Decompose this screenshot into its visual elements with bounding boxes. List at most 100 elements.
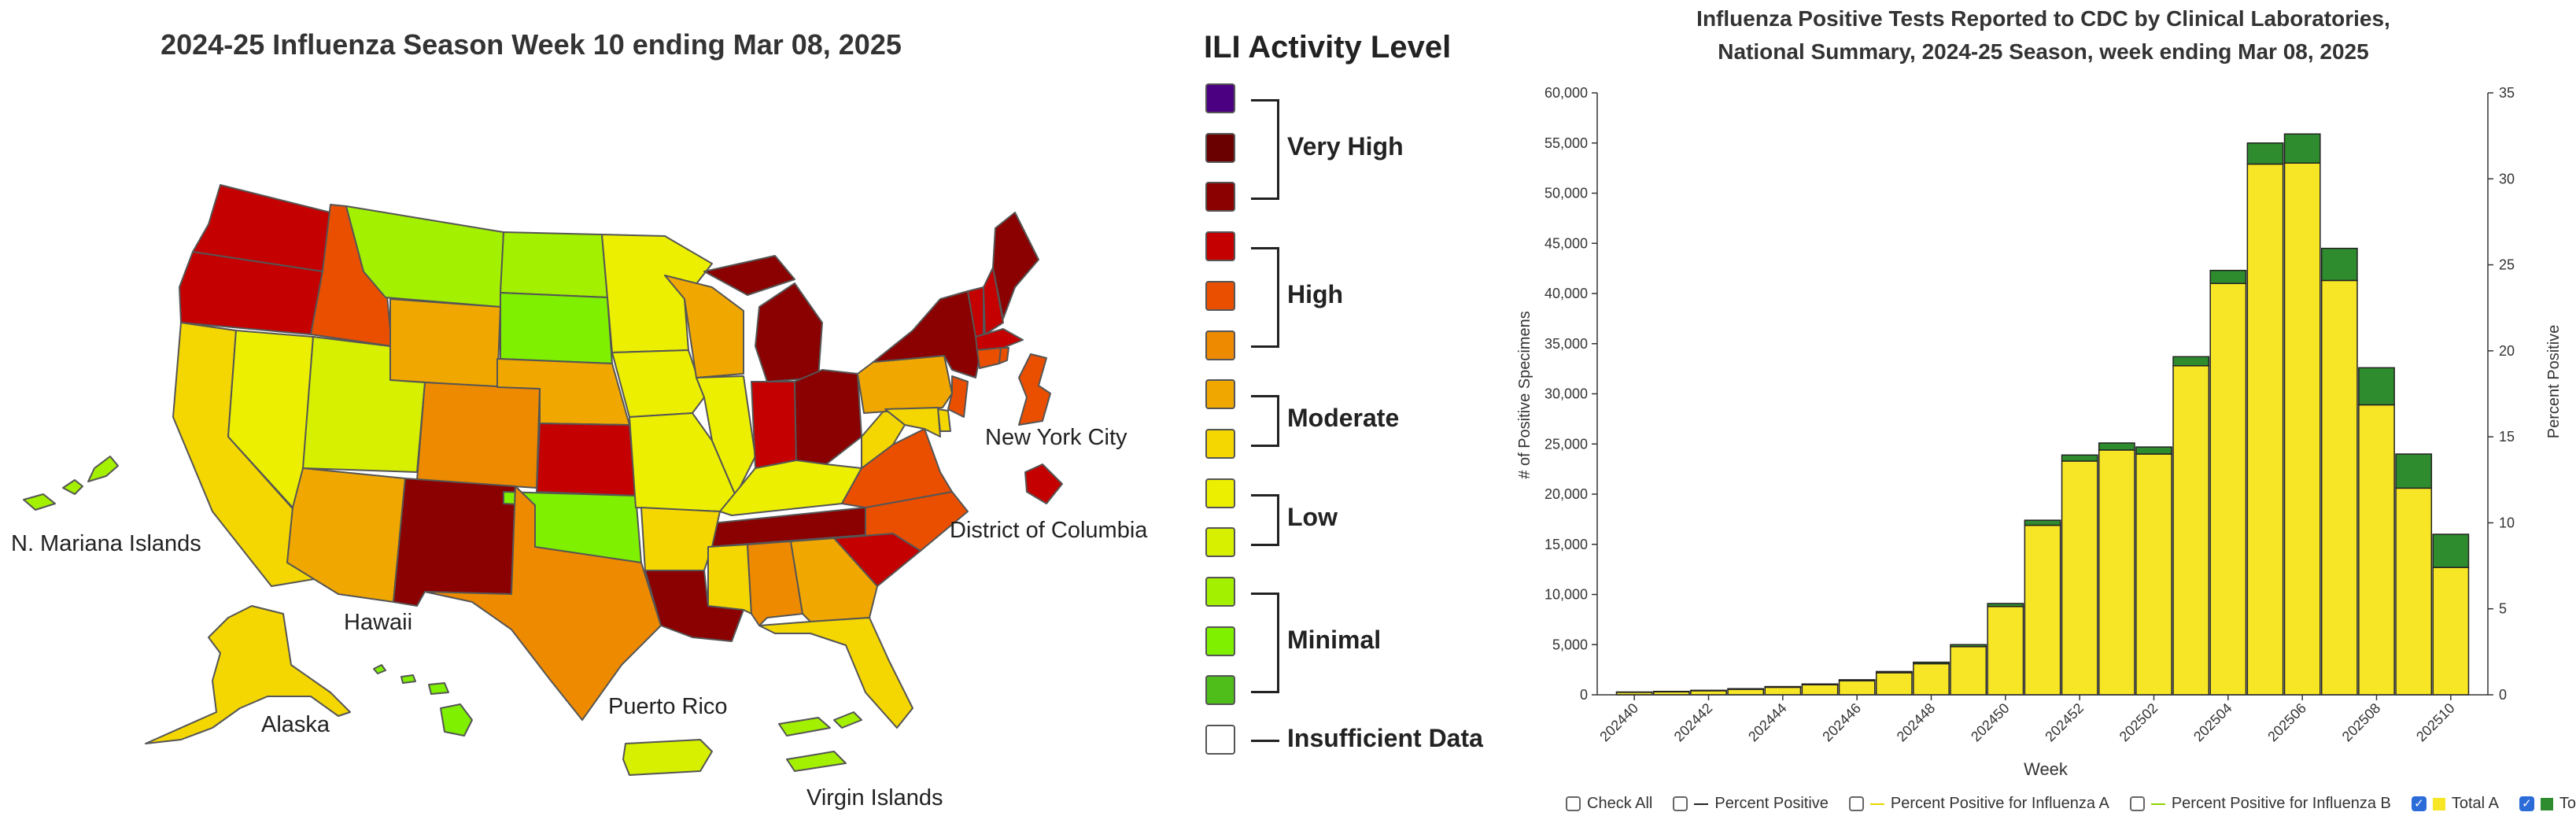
- bar-total-a-202505[interactable]: [2246, 163, 2284, 696]
- state-wyoming[interactable]: [389, 298, 501, 388]
- territory-hawaii-2[interactable]: [400, 674, 416, 684]
- y-tick-label: 5,000: [1552, 637, 1588, 652]
- state-michigan[interactable]: [755, 282, 823, 382]
- bar-total-b-202450[interactable]: [1987, 603, 2024, 607]
- state-kentucky[interactable]: [719, 460, 862, 516]
- legend-percent-positive-a[interactable]: Percent Positive for Influenza A: [1848, 795, 2109, 813]
- checkbox-percent-positive-a[interactable]: [1848, 796, 1864, 811]
- state-maryland[interactable]: [884, 407, 941, 437]
- bar-total-b-202449[interactable]: [1950, 644, 1987, 648]
- bar-total-b-202509[interactable]: [2395, 453, 2433, 489]
- state-mississippi[interactable]: [707, 544, 752, 615]
- state-new-mexico[interactable]: [393, 478, 516, 607]
- bar-total-a-202508[interactable]: [2358, 404, 2395, 696]
- state-colorado[interactable]: [416, 382, 541, 489]
- bar-total-b-202451[interactable]: [2024, 519, 2061, 526]
- bar-total-a-202507[interactable]: [2320, 279, 2358, 696]
- territory-vi-2[interactable]: [833, 711, 862, 729]
- state-minnesota[interactable]: [601, 234, 713, 353]
- bar-total-b-202447[interactable]: [1875, 670, 1913, 674]
- state-maine[interactable]: [992, 212, 1039, 319]
- state-west-virginia[interactable]: [861, 408, 906, 469]
- state-massachusetts[interactable]: [975, 328, 1024, 351]
- bar-total-a-202501[interactable]: [2098, 449, 2135, 696]
- territory-vi-3[interactable]: [786, 751, 847, 772]
- bar-total-a-202442[interactable]: [1690, 690, 1727, 696]
- state-new-hampshire[interactable]: [983, 267, 1004, 335]
- state-connecticut[interactable]: [976, 347, 1002, 369]
- bar-total-a-202444[interactable]: [1764, 686, 1802, 696]
- bar-total-a-202443[interactable]: [1727, 689, 1765, 696]
- territory-puerto-rico[interactable]: [622, 739, 713, 776]
- state-pennsylvania[interactable]: [857, 355, 953, 414]
- territory-dc[interactable]: [1024, 463, 1063, 504]
- territory-nmi-3[interactable]: [23, 493, 56, 511]
- state-north-carolina[interactable]: [833, 491, 969, 552]
- bar-total-a-202452[interactable]: [2061, 460, 2098, 696]
- territory-nyc[interactable]: [1018, 353, 1051, 426]
- bar-total-a-202503[interactable]: [2172, 365, 2210, 696]
- state-oregon[interactable]: [179, 251, 323, 335]
- bar-total-b-202507[interactable]: [2320, 247, 2358, 282]
- state-south-dakota[interactable]: [500, 292, 613, 364]
- state-indiana[interactable]: [751, 381, 797, 469]
- territory-vi-1[interactable]: [778, 717, 831, 737]
- bar-total-b-202506[interactable]: [2283, 133, 2321, 164]
- state-louisiana[interactable]: [644, 570, 744, 642]
- state-texas[interactable]: [424, 485, 662, 721]
- state-florida[interactable]: [758, 617, 913, 729]
- bar-total-b-202508[interactable]: [2358, 367, 2395, 406]
- legend-total-b[interactable]: ✓ Total B: [2519, 795, 2576, 813]
- bar-total-a-202447[interactable]: [1875, 672, 1913, 696]
- legend-check-all[interactable]: Check All: [1566, 795, 1652, 813]
- state-wisconsin[interactable]: [664, 275, 744, 378]
- bar-total-b-202442[interactable]: [1690, 689, 1727, 692]
- state-ohio[interactable]: [794, 369, 862, 465]
- bar-total-b-202510[interactable]: [2432, 533, 2470, 568]
- bar-total-b-202505[interactable]: [2246, 142, 2284, 165]
- bar-total-a-202451[interactable]: [2024, 524, 2061, 696]
- bar-total-a-202502[interactable]: [2135, 453, 2172, 696]
- bar-total-b-202444[interactable]: [1764, 685, 1802, 689]
- state-arizona[interactable]: [286, 467, 406, 603]
- checkbox-percent-positive-b[interactable]: [2129, 796, 2145, 811]
- bar-total-b-202502[interactable]: [2135, 446, 2172, 455]
- legend-total-a[interactable]: ✓ Total A: [2411, 795, 2499, 813]
- bar-total-a-202449[interactable]: [1950, 646, 1987, 696]
- state-rhode-island[interactable]: [998, 347, 1009, 364]
- state-michigan-up[interactable]: [703, 255, 795, 296]
- state-iowa[interactable]: [611, 349, 705, 418]
- state-kansas[interactable]: [536, 423, 637, 497]
- territory-hawaii-1[interactable]: [373, 664, 386, 674]
- checkbox-total-a[interactable]: ✓: [2411, 796, 2427, 811]
- territory-hawaii-3[interactable]: [428, 682, 449, 695]
- bar-total-b-202446[interactable]: [1838, 679, 1876, 681]
- territory-nmi-1[interactable]: [87, 456, 119, 482]
- bar-total-b-202503[interactable]: [2172, 356, 2210, 367]
- bar-total-a-202510[interactable]: [2432, 567, 2470, 696]
- x-tick-label: 202502: [2117, 700, 2161, 745]
- bar-total-a-202506[interactable]: [2283, 162, 2321, 696]
- checkbox-percent-positive[interactable]: [1673, 796, 1688, 811]
- territory-alaska[interactable]: [145, 605, 351, 744]
- bar-total-b-202445[interactable]: [1801, 683, 1839, 685]
- legend-percent-positive-b[interactable]: Percent Positive for Influenza B: [2129, 795, 2391, 813]
- state-north-dakota[interactable]: [500, 231, 608, 298]
- territory-nmi-2[interactable]: [62, 479, 83, 495]
- bar-total-a-202504[interactable]: [2209, 282, 2247, 696]
- checkbox-total-b[interactable]: ✓: [2519, 796, 2534, 811]
- bar-total-a-202446[interactable]: [1838, 680, 1876, 696]
- bar-total-b-202504[interactable]: [2209, 269, 2247, 284]
- bar-total-b-202448[interactable]: [1913, 661, 1950, 665]
- bar-total-a-202448[interactable]: [1913, 663, 1950, 696]
- bar-total-b-202501[interactable]: [2098, 442, 2135, 451]
- line-key-percent-positive: [1694, 803, 1709, 805]
- bar-total-a-202509[interactable]: [2395, 487, 2433, 696]
- bar-total-b-202452[interactable]: [2061, 454, 2098, 462]
- legend-percent-positive[interactable]: Percent Positive: [1673, 795, 1829, 813]
- checkbox-check-all[interactable]: [1566, 796, 1581, 811]
- bar-total-a-202450[interactable]: [1987, 606, 2024, 696]
- territory-hawaii-4[interactable]: [440, 703, 473, 737]
- bar-total-a-202445[interactable]: [1801, 684, 1839, 696]
- state-new-jersey[interactable]: [947, 375, 969, 418]
